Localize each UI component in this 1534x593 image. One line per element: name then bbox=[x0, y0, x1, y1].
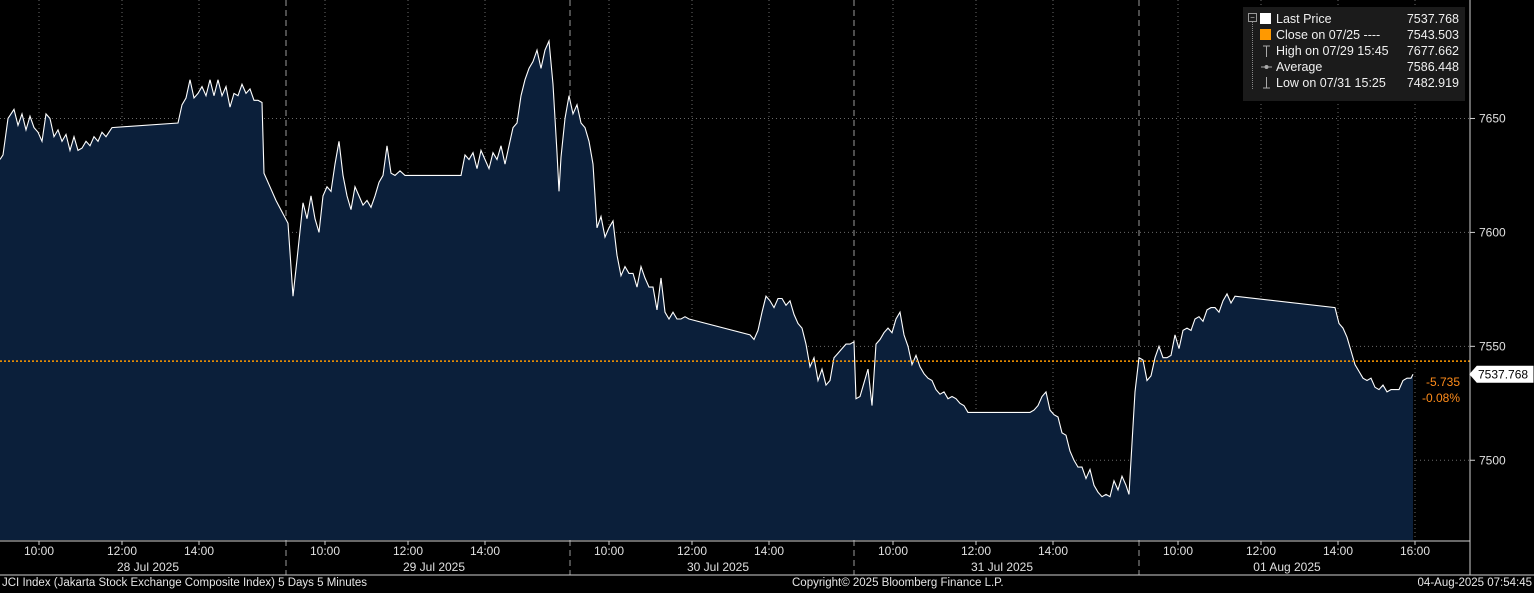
legend-tree-connector bbox=[1252, 17, 1254, 89]
price-line bbox=[0, 38, 1414, 498]
legend-row: Last Price 7537.768 bbox=[1243, 11, 1465, 27]
x-tick-label: 10:00 bbox=[310, 544, 340, 558]
legend-value: 7537.768 bbox=[1406, 12, 1459, 26]
y-tick-label: 7550 bbox=[1479, 339, 1506, 353]
legend-row: Average 7586.448 bbox=[1243, 59, 1465, 75]
copyright-notice: Copyright© 2025 Bloomberg Finance L.P. bbox=[792, 577, 1004, 589]
legend-value: 7586.448 bbox=[1406, 60, 1459, 74]
x-tick-label: 10:00 bbox=[878, 544, 908, 558]
chart-timestamp: 04-Aug-2025 07:54:45 bbox=[1417, 577, 1532, 589]
x-tick-label: 14:00 bbox=[470, 544, 500, 558]
x-tick-label: 12:00 bbox=[677, 544, 707, 558]
y-tick-label: 7500 bbox=[1479, 453, 1506, 467]
y-tick-label: 7650 bbox=[1479, 111, 1506, 125]
high-marker-icon bbox=[1259, 43, 1273, 59]
last-price-swatch bbox=[1259, 11, 1273, 27]
x-tick-label: 12:00 bbox=[393, 544, 423, 558]
x-tick-label: 10:00 bbox=[594, 544, 624, 558]
last-price-tag-label: 7537.768 bbox=[1478, 368, 1528, 382]
chart-title: JCI Index (Jakarta Stock Exchange Compos… bbox=[2, 577, 367, 589]
legend-label: Low on 07/31 15:25 bbox=[1276, 76, 1386, 90]
chart-legend: Last Price 7537.768 Close on 07/25 ---- 754… bbox=[1243, 7, 1465, 101]
x-tick-label: 12:00 bbox=[1246, 544, 1276, 558]
axis-layer bbox=[0, 0, 1534, 576]
legend-label: Close on 07/25 ---- bbox=[1276, 28, 1381, 42]
legend-value: 7543.503 bbox=[1406, 28, 1459, 42]
x-tick-label: 16:00 bbox=[1400, 544, 1430, 558]
x-tick-label: 12:00 bbox=[107, 544, 137, 558]
x-tick-label: 14:00 bbox=[1323, 544, 1353, 558]
price-area-fill bbox=[0, 41, 1413, 540]
x-tick-label: 12:00 bbox=[961, 544, 991, 558]
day-label: 28 Jul 2025 bbox=[117, 560, 179, 574]
change-value-label: -5.735 bbox=[1426, 375, 1460, 389]
legend-row: High on 07/29 15:45 7677.662 bbox=[1243, 43, 1465, 59]
x-tick-label: 10:00 bbox=[1163, 544, 1193, 558]
x-tick-label: 14:00 bbox=[754, 544, 784, 558]
x-tick-label: 10:00 bbox=[24, 544, 54, 558]
low-marker-icon bbox=[1259, 75, 1273, 91]
close-swatch bbox=[1259, 27, 1273, 43]
day-label: 31 Jul 2025 bbox=[971, 560, 1033, 574]
day-label: 29 Jul 2025 bbox=[403, 560, 465, 574]
change-percent-label: -0.08% bbox=[1422, 391, 1460, 405]
y-tick-label: 7600 bbox=[1479, 225, 1506, 239]
last-price-tag-box bbox=[1469, 365, 1534, 383]
legend-label: High on 07/29 15:45 bbox=[1276, 44, 1389, 58]
day-label: 01 Aug 2025 bbox=[1253, 560, 1321, 574]
legend-label: Average bbox=[1276, 60, 1323, 74]
x-tick-label: 14:00 bbox=[1038, 544, 1068, 558]
day-label: 30 Jul 2025 bbox=[687, 560, 749, 574]
average-marker-icon bbox=[1259, 59, 1273, 75]
legend-value: 7482.919 bbox=[1406, 76, 1459, 90]
x-tick-label: 14:00 bbox=[184, 544, 214, 558]
legend-value: 7677.662 bbox=[1406, 44, 1459, 58]
area-layer bbox=[0, 38, 1414, 540]
legend-label: Last Price bbox=[1276, 12, 1332, 26]
legend-collapse-icon[interactable]: − bbox=[1248, 13, 1257, 22]
label-layer: 7650 7600 7550 7500 10:00 12:00 14:00 28 Jul 20… bbox=[24, 111, 1534, 574]
legend-row: Close on 07/25 ---- 7543.503 bbox=[1243, 27, 1465, 43]
legend-row: Low on 07/31 15:25 7482.919 bbox=[1243, 75, 1465, 91]
